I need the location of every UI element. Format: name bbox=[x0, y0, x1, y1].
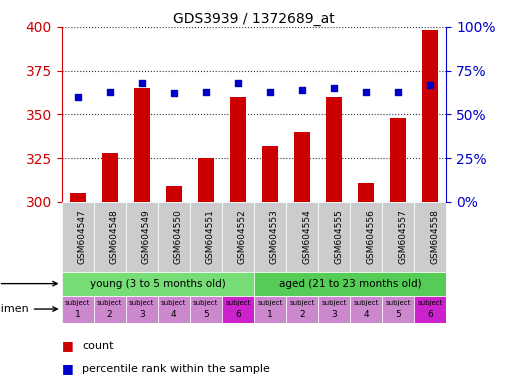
Bar bbox=[126, 202, 158, 272]
Text: subject: subject bbox=[129, 300, 154, 306]
Point bbox=[137, 80, 146, 86]
Text: GSM604554: GSM604554 bbox=[302, 209, 311, 264]
Text: ■: ■ bbox=[62, 339, 73, 352]
Point bbox=[426, 81, 435, 88]
Text: 4: 4 bbox=[171, 311, 176, 319]
Text: subject: subject bbox=[322, 300, 347, 306]
Text: GSM604552: GSM604552 bbox=[238, 209, 247, 264]
Bar bbox=[382, 202, 415, 272]
Point bbox=[234, 80, 242, 86]
Point bbox=[394, 88, 402, 94]
Bar bbox=[93, 296, 126, 323]
Bar bbox=[390, 118, 406, 202]
Bar bbox=[262, 146, 278, 202]
Text: subject: subject bbox=[97, 300, 122, 306]
Bar bbox=[166, 186, 182, 202]
Bar bbox=[190, 296, 222, 323]
Bar bbox=[93, 202, 126, 272]
Bar bbox=[350, 202, 382, 272]
Bar bbox=[70, 193, 86, 202]
Bar bbox=[254, 202, 286, 272]
Bar bbox=[230, 97, 246, 202]
Text: 6: 6 bbox=[427, 311, 433, 319]
Text: subject: subject bbox=[353, 300, 379, 306]
Text: 2: 2 bbox=[107, 311, 112, 319]
Text: subject: subject bbox=[289, 300, 314, 306]
Point bbox=[202, 88, 210, 94]
Text: subject: subject bbox=[386, 300, 411, 306]
Bar bbox=[415, 296, 446, 323]
Text: GSM604551: GSM604551 bbox=[206, 209, 215, 264]
Bar bbox=[318, 202, 350, 272]
Text: age: age bbox=[0, 279, 57, 289]
Bar bbox=[358, 182, 374, 202]
Text: GSM604557: GSM604557 bbox=[398, 209, 407, 264]
Title: GDS3939 / 1372689_at: GDS3939 / 1372689_at bbox=[173, 12, 335, 26]
Text: 6: 6 bbox=[235, 311, 241, 319]
Text: 5: 5 bbox=[396, 311, 401, 319]
Text: 5: 5 bbox=[203, 311, 209, 319]
Text: 1: 1 bbox=[267, 311, 273, 319]
Text: 2: 2 bbox=[299, 311, 305, 319]
Text: 3: 3 bbox=[139, 311, 145, 319]
Text: GSM604555: GSM604555 bbox=[334, 209, 343, 264]
Point bbox=[330, 85, 338, 91]
Bar bbox=[382, 296, 415, 323]
Text: subject: subject bbox=[65, 300, 90, 306]
Text: GSM604550: GSM604550 bbox=[174, 209, 183, 264]
Text: subject: subject bbox=[418, 300, 443, 306]
Bar bbox=[318, 296, 350, 323]
Bar bbox=[126, 296, 158, 323]
Text: specimen: specimen bbox=[0, 304, 57, 314]
Bar bbox=[62, 202, 93, 272]
Bar bbox=[286, 202, 318, 272]
Text: subject: subject bbox=[161, 300, 186, 306]
Text: GSM604558: GSM604558 bbox=[430, 209, 439, 264]
Bar bbox=[350, 296, 382, 323]
Point bbox=[298, 87, 306, 93]
Point bbox=[73, 94, 82, 100]
Bar bbox=[254, 272, 446, 296]
Bar bbox=[415, 202, 446, 272]
Bar bbox=[158, 296, 190, 323]
Bar bbox=[422, 30, 438, 202]
Text: 1: 1 bbox=[75, 311, 81, 319]
Point bbox=[266, 88, 274, 94]
Text: subject: subject bbox=[258, 300, 283, 306]
Text: subject: subject bbox=[193, 300, 219, 306]
Bar bbox=[326, 97, 342, 202]
Bar bbox=[190, 202, 222, 272]
Text: 4: 4 bbox=[363, 311, 369, 319]
Text: GSM604549: GSM604549 bbox=[142, 209, 151, 264]
Bar bbox=[62, 296, 93, 323]
Text: percentile rank within the sample: percentile rank within the sample bbox=[82, 364, 270, 374]
Bar bbox=[158, 202, 190, 272]
Point bbox=[170, 90, 178, 96]
Text: GSM604548: GSM604548 bbox=[110, 209, 119, 264]
Bar bbox=[102, 153, 117, 202]
Bar bbox=[222, 202, 254, 272]
Text: subject: subject bbox=[225, 300, 250, 306]
Point bbox=[106, 88, 114, 94]
Text: count: count bbox=[82, 341, 113, 351]
Text: 3: 3 bbox=[331, 311, 337, 319]
Bar bbox=[254, 296, 286, 323]
Text: GSM604553: GSM604553 bbox=[270, 209, 279, 264]
Text: ■: ■ bbox=[62, 362, 73, 375]
Bar bbox=[294, 132, 310, 202]
Bar bbox=[222, 296, 254, 323]
Point bbox=[362, 88, 370, 94]
Text: young (3 to 5 months old): young (3 to 5 months old) bbox=[90, 279, 226, 289]
Bar bbox=[134, 88, 150, 202]
Bar bbox=[62, 272, 254, 296]
Bar bbox=[286, 296, 318, 323]
Text: aged (21 to 23 months old): aged (21 to 23 months old) bbox=[279, 279, 422, 289]
Text: GSM604547: GSM604547 bbox=[77, 209, 87, 264]
Text: GSM604556: GSM604556 bbox=[366, 209, 375, 264]
Bar bbox=[198, 158, 214, 202]
